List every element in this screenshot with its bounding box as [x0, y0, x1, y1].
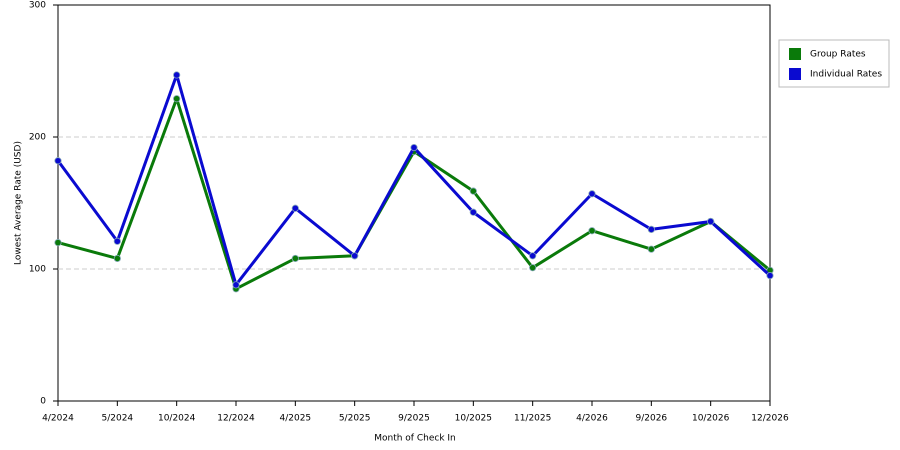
x-tick-label: 9/2026 — [635, 414, 667, 424]
data-point — [469, 187, 477, 195]
data-point — [529, 264, 537, 272]
y-axis-label: Lowest Average Rate (USD) — [14, 141, 24, 265]
data-point — [529, 252, 537, 260]
x-tick-label: 10/2024 — [158, 414, 196, 424]
data-point — [173, 71, 181, 79]
data-point — [54, 157, 62, 165]
data-point — [647, 225, 655, 233]
x-tick-label: 4/2025 — [279, 414, 311, 424]
legend-swatch — [789, 48, 801, 60]
data-point — [410, 143, 418, 152]
x-axis-label: Month of Check In — [374, 434, 456, 444]
data-point — [173, 95, 181, 103]
y-tick-label: 0 — [40, 397, 46, 407]
y-tick-label: 100 — [29, 265, 46, 275]
plot-area — [57, 4, 771, 402]
data-point — [54, 239, 62, 247]
y-tick-label: 200 — [29, 133, 46, 143]
x-tick-label: 11/2025 — [514, 414, 551, 424]
x-tick-label: 4/2024 — [42, 414, 74, 424]
x-tick-label: 12/2026 — [751, 414, 789, 424]
legend-label: Individual Rates — [810, 70, 882, 80]
data-point — [707, 217, 715, 226]
x-tick-label: 10/2025 — [455, 414, 492, 424]
data-point — [113, 254, 121, 263]
x-tick-label: 10/2026 — [692, 414, 730, 424]
x-tick-label: 12/2024 — [217, 414, 255, 424]
data-point — [588, 190, 596, 198]
x-tick-label: 5/2024 — [101, 414, 133, 424]
data-point — [232, 281, 240, 289]
legend-swatch — [789, 68, 801, 80]
legend-label: Group Rates — [810, 50, 866, 60]
data-point — [291, 204, 299, 212]
data-point — [588, 227, 596, 235]
data-point — [469, 208, 477, 216]
x-tick-label: 4/2026 — [576, 414, 608, 424]
x-tick-label: 5/2025 — [339, 414, 371, 424]
data-point — [647, 245, 655, 253]
x-tick-label: 9/2025 — [398, 414, 430, 424]
data-point — [291, 254, 299, 263]
data-point — [766, 271, 774, 280]
y-tick-label: 300 — [29, 1, 46, 11]
data-point — [351, 252, 359, 260]
data-point — [113, 237, 121, 245]
